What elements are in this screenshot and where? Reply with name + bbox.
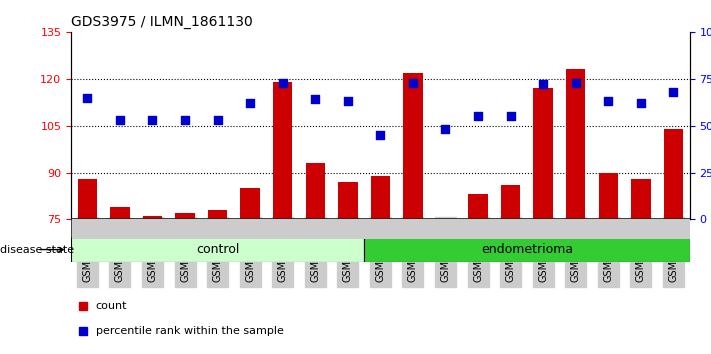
Bar — [370, 176, 390, 219]
Point — [440, 127, 451, 132]
Text: control: control — [196, 243, 240, 256]
Point — [375, 132, 386, 138]
Bar — [663, 129, 683, 219]
Bar — [566, 69, 585, 219]
Bar — [403, 73, 423, 219]
Text: count: count — [96, 301, 127, 310]
FancyBboxPatch shape — [364, 237, 690, 262]
Point — [603, 98, 614, 104]
Point — [146, 117, 158, 123]
Bar — [77, 179, 97, 219]
Bar — [143, 216, 162, 219]
FancyBboxPatch shape — [71, 237, 364, 262]
Bar — [469, 194, 488, 219]
Bar — [533, 88, 553, 219]
Point — [342, 98, 353, 104]
Bar — [338, 182, 358, 219]
Bar — [599, 172, 618, 219]
FancyBboxPatch shape — [71, 218, 690, 239]
Point — [570, 80, 582, 85]
Point — [82, 95, 93, 101]
Point — [245, 100, 256, 106]
Point — [114, 117, 126, 123]
Point — [212, 117, 223, 123]
Point — [472, 113, 483, 119]
Point — [277, 80, 289, 85]
Bar — [306, 163, 325, 219]
Bar — [110, 207, 129, 219]
Bar — [208, 210, 228, 219]
Point — [309, 97, 321, 102]
Point — [407, 80, 419, 85]
Text: GDS3975 / ILMN_1861130: GDS3975 / ILMN_1861130 — [71, 16, 253, 29]
Bar — [631, 179, 651, 219]
Point — [179, 117, 191, 123]
Text: endometrioma: endometrioma — [481, 243, 573, 256]
Bar — [176, 213, 195, 219]
Bar — [240, 188, 260, 219]
Text: disease state: disease state — [0, 245, 74, 255]
Bar — [273, 82, 292, 219]
Point — [668, 89, 679, 95]
Bar — [501, 185, 520, 219]
Text: percentile rank within the sample: percentile rank within the sample — [96, 326, 284, 336]
Point — [538, 81, 549, 87]
Point — [505, 113, 516, 119]
Point — [635, 100, 646, 106]
